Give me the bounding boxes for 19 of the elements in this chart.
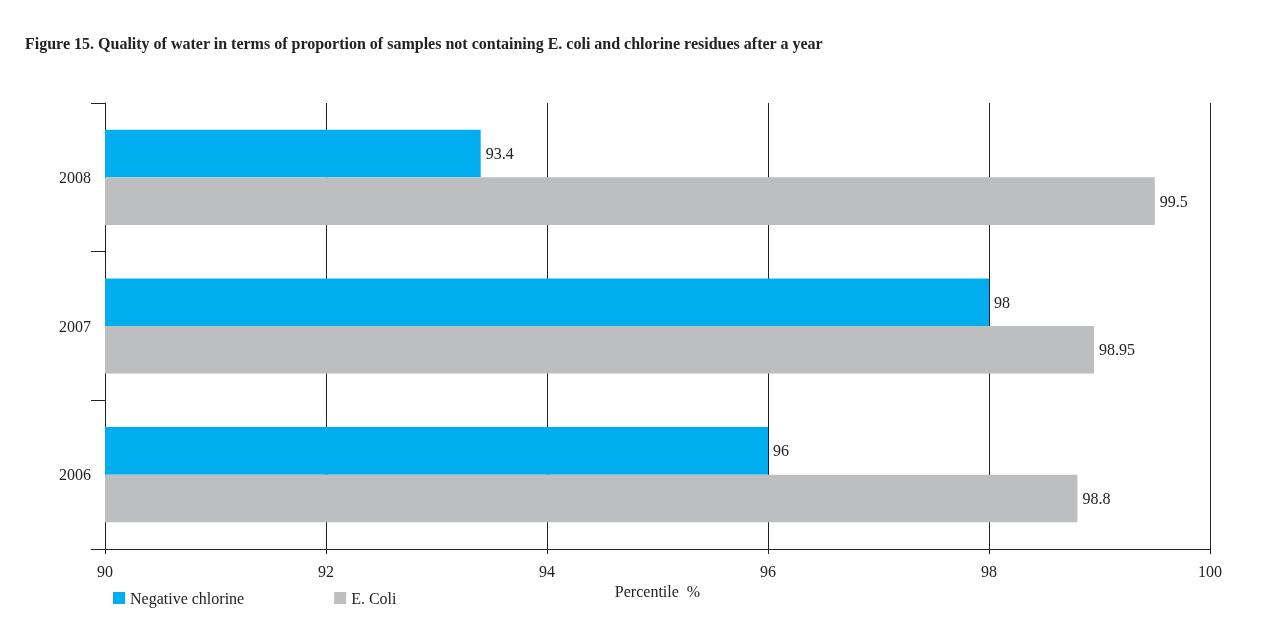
y-tick-label: 2007 (59, 317, 91, 335)
x-tick-label: 94 (539, 562, 555, 580)
x-tick-label: 90 (97, 562, 113, 580)
data-label: 96 (773, 442, 789, 460)
x-tick-label: 100 (1198, 562, 1222, 580)
legend-label: E. Coli (351, 589, 398, 607)
legend-label: Negative chlorine (130, 589, 245, 608)
data-label: 98 (994, 293, 1010, 311)
data-label: 98.95 (1098, 341, 1135, 359)
data-label: 93.4 (485, 145, 514, 163)
data-label: 98.8 (1082, 489, 1111, 507)
x-axis-title: Percentile % (614, 583, 701, 601)
x-tick-label: 98 (981, 562, 997, 580)
y-tick-label: 2008 (59, 168, 91, 186)
chart-title: Figure 15. Quality of water in terms of proportion of samples not containing E. coli and chlorine residues after a year (25, 34, 823, 53)
y-tick-label: 2006 (59, 466, 91, 484)
x-tick-label: 92 (318, 562, 334, 580)
data-label: 99.5 (1159, 192, 1188, 210)
x-tick-label: 96 (760, 562, 776, 580)
